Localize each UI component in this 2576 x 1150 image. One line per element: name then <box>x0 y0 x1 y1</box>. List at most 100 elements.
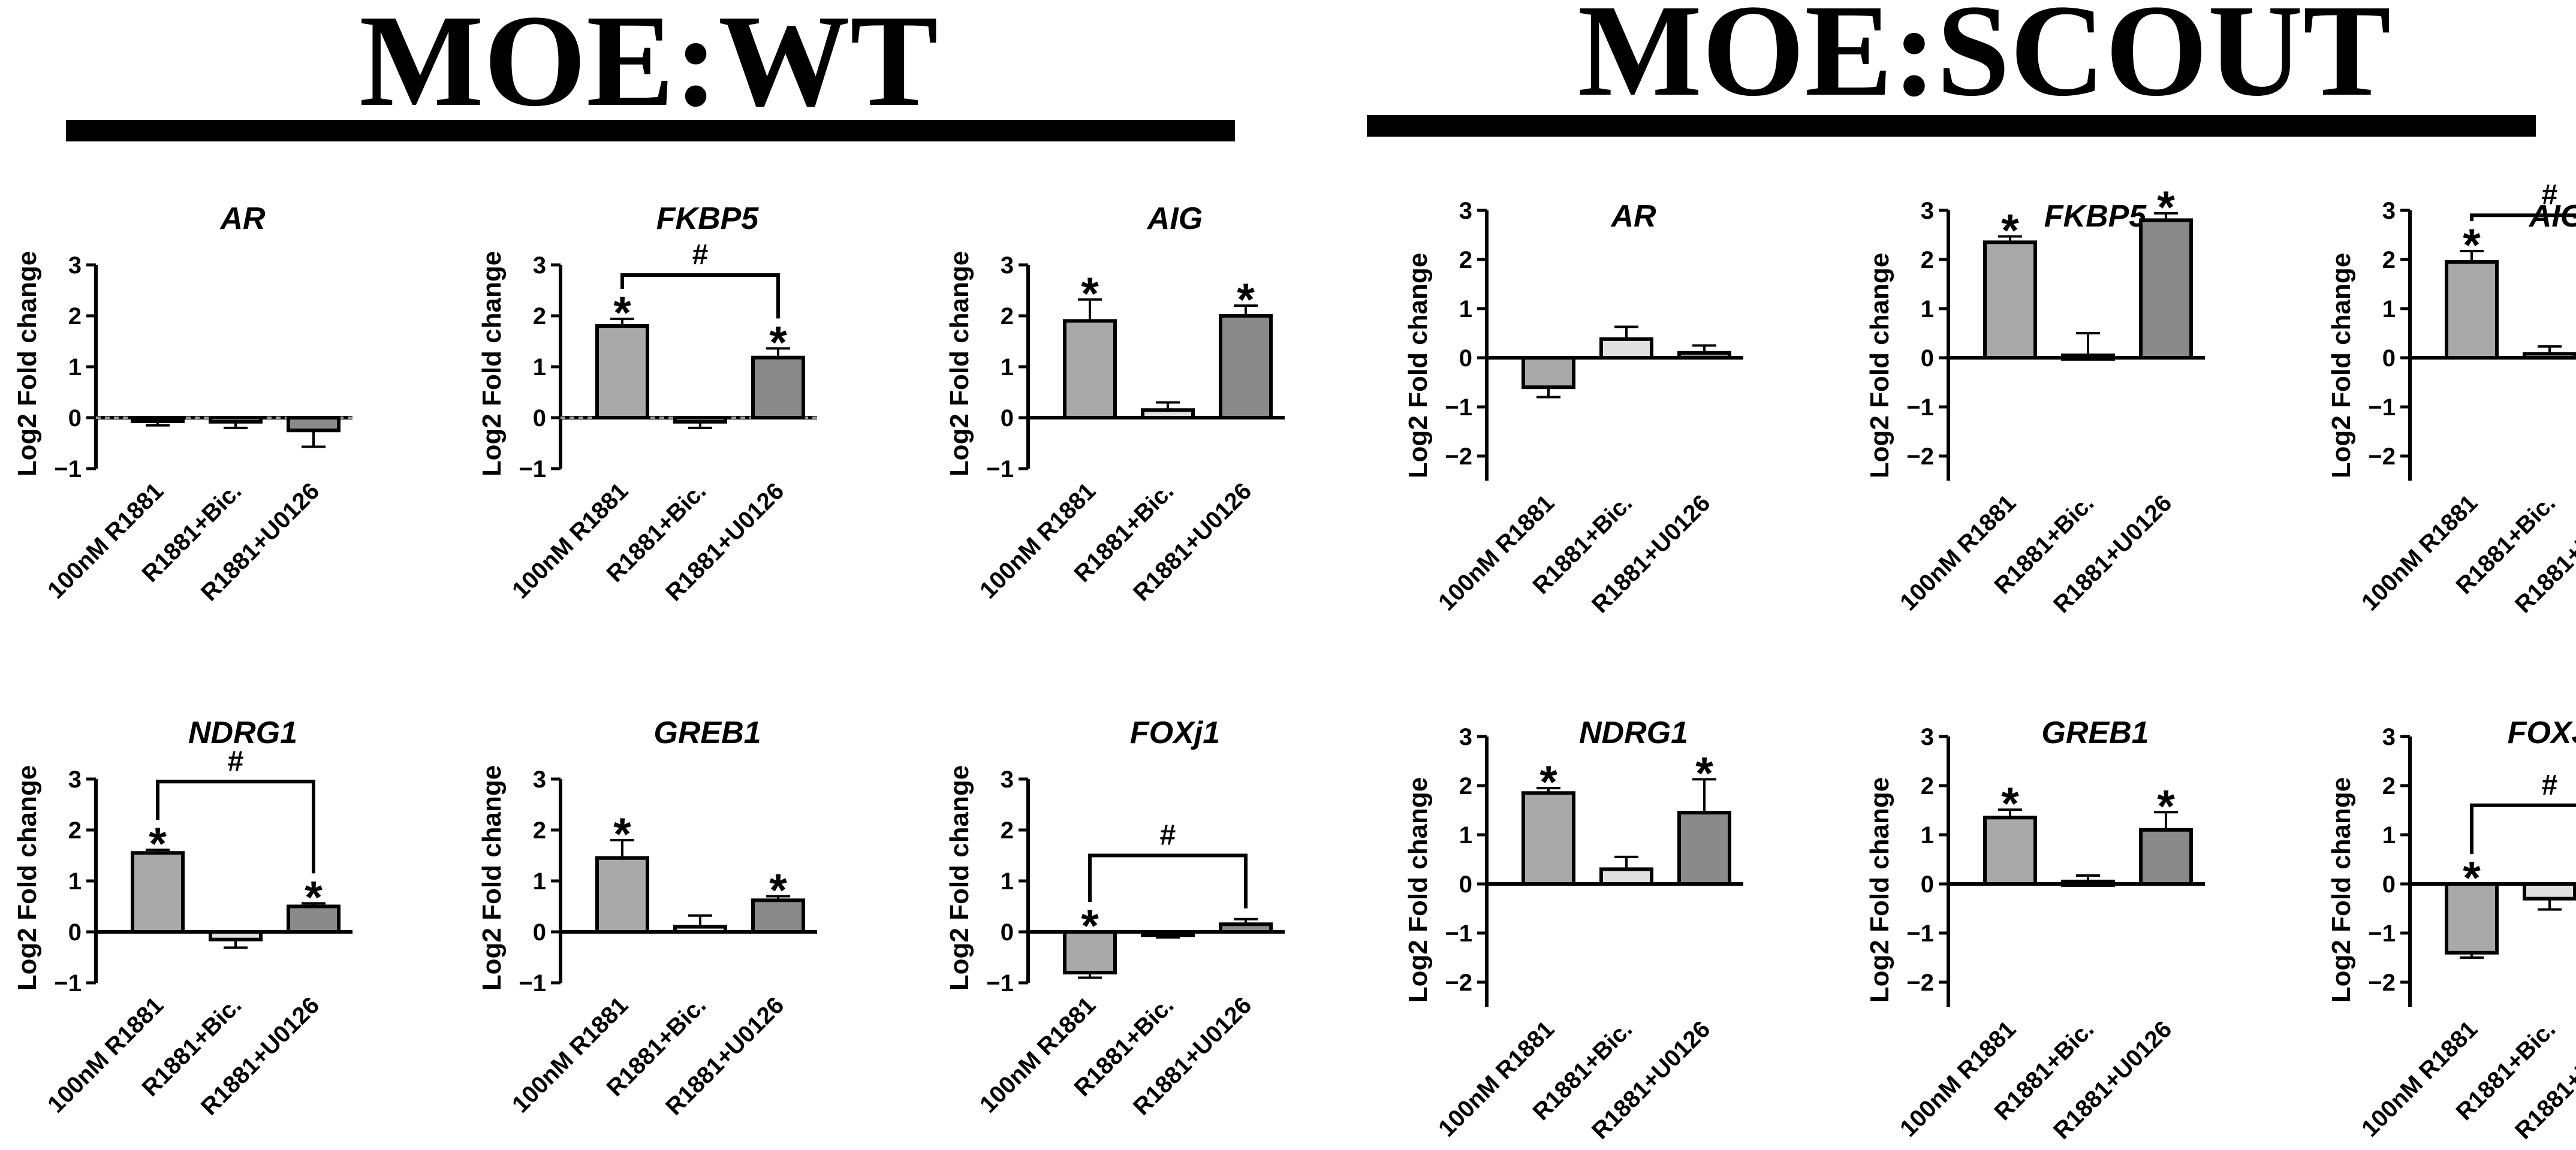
x-category-label-0: 100nM R1881 <box>1895 490 2021 615</box>
y-axis-label: Log2 Fold change <box>945 765 974 991</box>
y-tick-label: 0 <box>1921 871 1934 898</box>
y-axis-label: Log2 Fold change <box>477 251 507 476</box>
significance-star-2: * <box>2157 781 2175 832</box>
bar-2 <box>1219 314 1273 419</box>
y-tick-label: 0 <box>2382 871 2396 898</box>
bar-1 <box>1599 867 1653 886</box>
significance-star-0: * <box>2463 853 2481 904</box>
bar-1 <box>2061 879 2115 887</box>
bar-0 <box>2445 882 2499 955</box>
significance-star-2: * <box>1695 748 1713 799</box>
y-tick-label: 1 <box>2382 822 2396 849</box>
x-category-label-0: 100nM R1881 <box>43 478 168 603</box>
bar-2 <box>287 416 341 433</box>
y-tick-label: 2 <box>2382 773 2396 799</box>
significance-star-0: * <box>2463 220 2481 271</box>
y-tick-label: −1 <box>1906 394 1934 421</box>
y-tick-label: −1 <box>986 456 1014 482</box>
chart-panel-11: FOXJ1 Log2 Fold change −2 −1 0 1 2 3 * 100nM R188… <box>2327 716 2576 1145</box>
bar-1 <box>209 930 263 941</box>
bar-1 <box>673 416 727 424</box>
y-tick-label: 0 <box>2382 345 2396 372</box>
y-axis-label: Log2 Fold change <box>1403 777 1433 1003</box>
chart-title: AIG <box>1146 201 1203 236</box>
significance-star-0: * <box>1081 268 1099 319</box>
significance-bracket <box>156 780 315 874</box>
bar-2 <box>2139 218 2193 360</box>
bar-0 <box>1063 319 1117 419</box>
y-axis-label: Log2 Fold change <box>945 251 974 476</box>
bar-0 <box>131 851 185 934</box>
significance-star-0: * <box>1539 757 1557 808</box>
y-tick-label: 3 <box>2382 724 2396 750</box>
y-tick-label: 3 <box>1459 198 1472 224</box>
bar-1 <box>2523 882 2576 901</box>
y-tick-label: −1 <box>2368 394 2396 421</box>
chart-title: FKBP5 <box>2044 199 2147 234</box>
y-tick-label: 3 <box>2382 198 2396 224</box>
y-tick-label: 0 <box>68 919 82 946</box>
significance-bracket <box>2470 803 2576 854</box>
y-tick-label: 0 <box>1459 871 1472 898</box>
y-tick-label: −1 <box>1445 920 1472 947</box>
bar-2 <box>1677 351 1731 360</box>
y-tick-label: 2 <box>2382 247 2396 273</box>
bar-2 <box>751 898 805 934</box>
y-tick-label: 1 <box>1921 822 1934 849</box>
chart-title: NDRG1 <box>188 716 297 750</box>
y-axis-label: Log2 Fold change <box>1865 253 1894 478</box>
y-tick-label: −2 <box>2368 970 2396 996</box>
chart-panel-9: NDRG1 Log2 Fold change −2 −1 0 1 2 3 * 100nM R188… <box>1403 716 1743 1145</box>
bar-2 <box>1219 922 1273 934</box>
significance-star-0: * <box>613 288 631 339</box>
x-category-label-0: 100nM R1881 <box>975 992 1101 1118</box>
significance-bracket <box>1088 853 1248 908</box>
y-tick-label: 1 <box>1921 296 1934 322</box>
y-tick-label: 2 <box>68 817 82 844</box>
significance-star-2: * <box>2157 182 2175 233</box>
y-tick-label: 2 <box>1921 773 1934 799</box>
chart-title: NDRG1 <box>1579 716 1688 750</box>
significance-star-2: * <box>769 317 787 368</box>
y-tick-label: 1 <box>2382 296 2396 322</box>
x-category-label-0: 100nM R1881 <box>507 992 633 1118</box>
significance-star-2: * <box>305 872 323 923</box>
group-title-scout: MOE:SCOUT <box>1578 0 2391 123</box>
y-tick-label: 2 <box>1001 303 1014 330</box>
bar-0 <box>2445 260 2499 360</box>
bar-0 <box>1063 930 1117 974</box>
significance-star-2: * <box>769 865 787 916</box>
y-tick-label: 3 <box>1001 766 1014 793</box>
significance-bracket <box>620 273 780 319</box>
y-tick-label: −1 <box>519 970 546 997</box>
y-tick-label: −1 <box>2368 920 2396 947</box>
group-rule-wt <box>66 120 1235 141</box>
y-tick-label: −2 <box>1445 443 1472 470</box>
y-tick-label: −1 <box>54 456 82 482</box>
x-category-label-0: 100nM R1881 <box>43 992 168 1118</box>
x-category-label-0: 100nM R1881 <box>975 478 1101 603</box>
group-title-wt: MOE:WT <box>359 0 938 134</box>
x-category-label-0: 100nM R1881 <box>2357 1016 2482 1142</box>
x-category-label-0: 100nM R1881 <box>507 478 633 603</box>
chart-title: AR <box>219 201 266 236</box>
significance-bracket-label: # <box>1160 820 1176 852</box>
group-rule-scout <box>1367 115 2536 137</box>
bar-1 <box>1599 337 1653 360</box>
y-axis-label: Log2 Fold change <box>13 251 42 476</box>
y-tick-label: 2 <box>68 303 82 330</box>
y-tick-label: −2 <box>2368 443 2396 470</box>
y-tick-label: 1 <box>68 868 82 895</box>
y-axis-label: Log2 Fold change <box>13 765 42 991</box>
y-tick-label: 0 <box>533 405 546 431</box>
significance-star-0: * <box>1081 901 1099 952</box>
y-tick-label: 1 <box>533 354 546 381</box>
significance-star-0: * <box>149 819 167 870</box>
y-tick-label: 0 <box>1459 345 1472 372</box>
